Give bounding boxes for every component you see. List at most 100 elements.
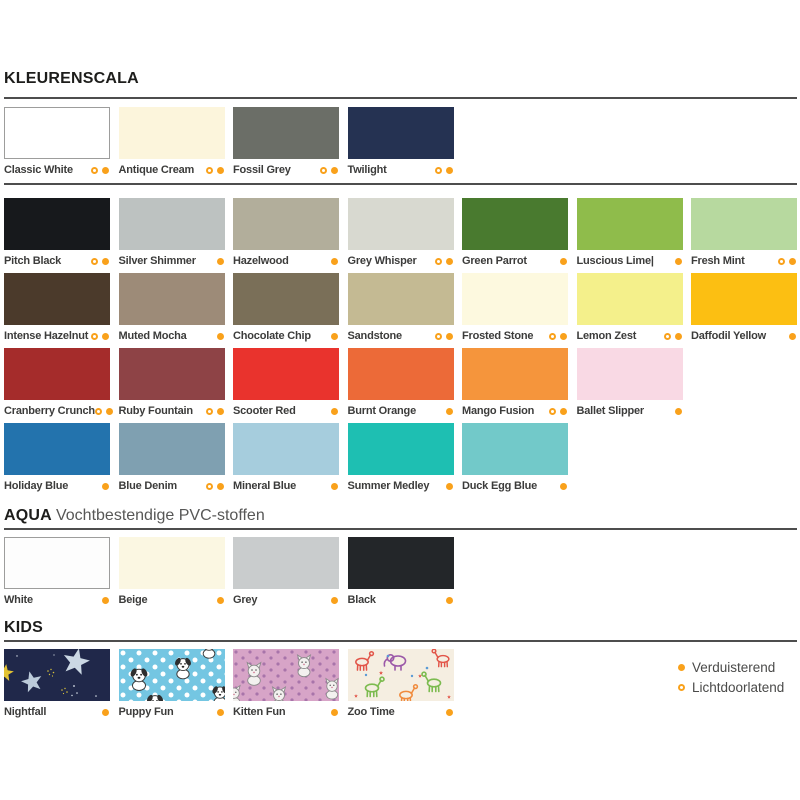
blackout-dot-icon (102, 482, 109, 490)
blackout-dot-icon (102, 332, 109, 340)
translucent-dot-icon (434, 166, 442, 174)
swatch-caption: Muted Mocha (119, 325, 225, 347)
color-swatch-zoo-time (347, 649, 454, 701)
swatch-caption: Summer Medley (348, 475, 454, 497)
swatch-cell-classic-white: Classic White (4, 107, 110, 181)
swatch-rows-main: Pitch Black Silver Shimmer Hazelwood Grey W… (4, 198, 797, 497)
swatch-dots (331, 257, 339, 265)
color-swatch-grey-whisper (347, 198, 454, 250)
blackout-dot-icon (102, 596, 109, 604)
blackout-dot-icon (674, 257, 682, 265)
blackout-dot-icon (331, 482, 338, 490)
legend-item-blackout: Verduisterend (678, 657, 784, 677)
swatch-label: Ruby Fountain (118, 405, 194, 417)
swatch-caption: Burnt Orange (348, 400, 454, 422)
swatch-dots (331, 596, 339, 604)
legend-item-translucent: Lichtdoorlatend (678, 677, 784, 697)
color-swatch-summer-medley (347, 423, 454, 475)
swatch-cell-grey-whisper: Grey Whisper (347, 198, 454, 272)
swatch-cell-silver-shimmer: Silver Shimmer (118, 198, 225, 272)
swatch-dots (445, 407, 454, 415)
blackout-dot-icon (216, 332, 224, 340)
color-swatch-blue-denim (118, 423, 225, 475)
swatch-caption: Silver Shimmer (119, 250, 225, 272)
blackout-dot-icon (789, 332, 796, 340)
legend: Verduisterend Lichtdoorlatend (678, 657, 784, 697)
swatch-label: Cranberry Crunch (4, 405, 95, 417)
color-swatch-sandstone (347, 273, 454, 325)
section-title-kleurenscala: KLEURENSCALA (4, 70, 139, 87)
blackout-dot-icon (216, 166, 224, 174)
color-swatch-classic-white (4, 107, 110, 159)
swatch-dots (94, 407, 114, 415)
section-rule (4, 97, 797, 99)
swatch-cell-ruby-fountain: Ruby Fountain (118, 348, 225, 422)
color-swatch-ruby-fountain (118, 348, 225, 400)
swatch-dots (102, 482, 110, 490)
divider-rule (4, 183, 797, 185)
swatch-row: White Beige Grey Black (4, 537, 797, 611)
swatch-cell-summer-medley: Summer Medley (347, 423, 454, 497)
swatch-cell-lemon-zest: Lemon Zest (576, 273, 683, 347)
swatch-label: Duck Egg Blue (462, 480, 538, 492)
color-swatch-daffodil-yellow (691, 273, 797, 325)
swatch-cell-hazelwood: Hazelwood (233, 198, 339, 272)
color-swatch-green-parrot (462, 198, 568, 250)
blackout-dot-icon (560, 482, 567, 490)
swatch-label: Grey Whisper (347, 255, 417, 267)
swatch-label: Zoo Time (347, 706, 395, 718)
swatch-label: Chocolate Chip (233, 330, 311, 342)
catalog-content: KLEURENSCALA Classic White Antique Cream F… (4, 0, 797, 724)
color-swatch-puppy-fun (118, 649, 225, 701)
blackout-dot-icon (216, 596, 224, 604)
blackout-dot-icon (674, 332, 682, 340)
blackout-dot-icon (331, 407, 338, 415)
section-subtitle-aqua: Vochtbestendige PVC-stoffen (55, 507, 265, 524)
swatch-caption: Pitch Black (4, 250, 110, 272)
color-swatch-beige (118, 537, 225, 589)
swatch-dots (789, 332, 797, 340)
swatch-caption: Ballet Slipper (577, 400, 683, 422)
color-swatch-frosted-stone (462, 273, 568, 325)
translucent-dot-icon (205, 407, 213, 415)
blackout-dot-icon (445, 482, 453, 490)
color-swatch-nightfall (4, 649, 110, 701)
swatch-cell-mineral-blue: Mineral Blue (233, 423, 339, 497)
swatch-dots (331, 482, 339, 490)
swatch-caption: Luscious Lime| (577, 250, 683, 272)
swatch-cell-ballet-slipper: Ballet Slipper (576, 348, 683, 422)
swatch-caption: Chocolate Chip (233, 325, 339, 347)
color-swatch-silver-shimmer (118, 198, 225, 250)
blackout-dot-icon (560, 257, 567, 265)
blackout-dot-icon (216, 708, 224, 716)
translucent-dot-icon (94, 407, 102, 415)
swatch-dots (331, 332, 339, 340)
swatch-dots (205, 407, 225, 415)
swatch-row: Holiday Blue Blue Denim Mineral Blue Summer… (4, 423, 797, 497)
swatch-caption: Twilight (348, 159, 454, 181)
swatch-dots (205, 482, 225, 490)
swatch-label: Muted Mocha (118, 330, 187, 342)
color-swatch-intense-hazelnut (4, 273, 110, 325)
blackout-dot-icon (331, 708, 338, 716)
blackout-dot-icon (102, 257, 109, 265)
swatch-caption: Holiday Blue (4, 475, 110, 497)
swatch-dots (663, 332, 683, 340)
swatch-label: Scooter Red (233, 405, 296, 417)
swatch-dots (434, 166, 454, 174)
translucent-dot-icon (91, 257, 98, 265)
swatch-caption: Classic White (4, 159, 110, 181)
color-swatch-kitten-fun (233, 649, 339, 701)
swatch-cell-pitch-black: Pitch Black (4, 198, 110, 272)
swatch-dots (91, 257, 110, 265)
swatch-caption: Black (348, 589, 454, 611)
blackout-dot-icon (560, 332, 567, 340)
swatch-label: Nightfall (4, 706, 47, 718)
swatch-cell-zoo-time: Zoo Time (347, 649, 454, 723)
swatch-dots (560, 257, 568, 265)
swatch-label: Twilight (347, 164, 387, 176)
blackout-dot-icon (678, 663, 685, 671)
swatch-cell-duck-egg-blue: Duck Egg Blue (462, 423, 568, 497)
swatch-cell-chocolate-chip: Chocolate Chip (233, 273, 339, 347)
